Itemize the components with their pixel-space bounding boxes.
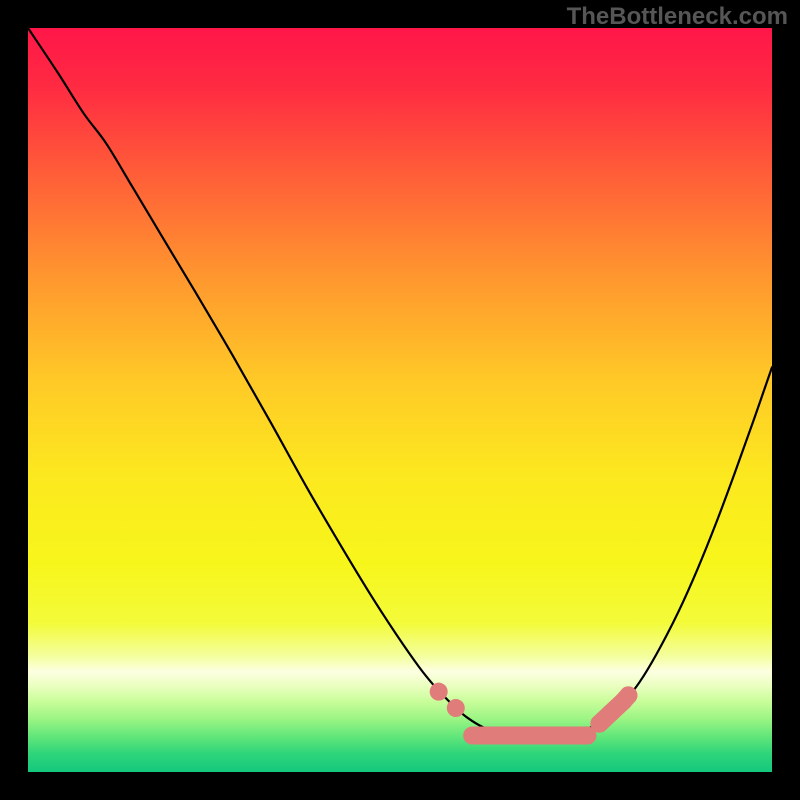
chart-svg bbox=[28, 28, 772, 772]
highlight-dot bbox=[447, 699, 465, 717]
gradient-background-rect bbox=[28, 28, 772, 772]
watermark-text: TheBottleneck.com bbox=[567, 3, 788, 31]
plot-area bbox=[28, 28, 772, 772]
highlight-dot bbox=[619, 686, 637, 704]
highlight-dot bbox=[430, 683, 448, 701]
